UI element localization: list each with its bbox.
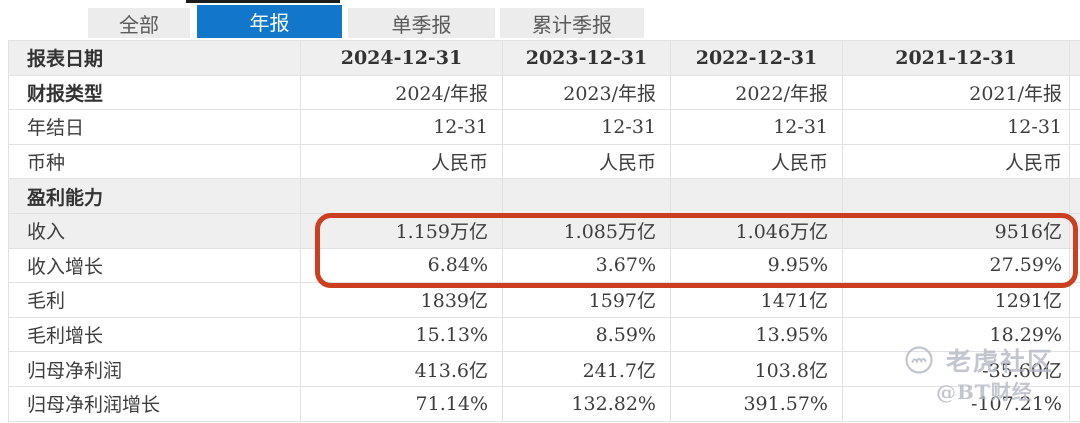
- cut-off-cell: [1069, 212, 1080, 249]
- cut-off-cell: [1069, 247, 1080, 284]
- row-label: 币种: [8, 143, 301, 180]
- cell-value: 人民币: [300, 143, 503, 180]
- cell-value: 241.7亿: [502, 351, 671, 387]
- cell-value: 12-31: [842, 109, 1070, 145]
- cell-value: 1597亿: [502, 282, 671, 318]
- cell-value: 人民币: [502, 143, 671, 180]
- cell-value: 15.13%: [300, 316, 503, 353]
- tab-annual-report[interactable]: 年报: [197, 5, 342, 38]
- row-label: 收入增长: [8, 247, 301, 284]
- row-label: 毛利增长: [8, 316, 301, 353]
- cell-value: 9516亿: [842, 212, 1070, 249]
- cell-value: 2022/年报: [670, 74, 843, 111]
- cell-value: 12-31: [300, 109, 503, 145]
- cell-value: -107.21%: [842, 385, 1070, 422]
- cell-value: 391.57%: [670, 385, 843, 422]
- table-row: 毛利增长 15.13% 8.59% 13.95% 18.29%: [8, 316, 1080, 353]
- cut-off-cell: [1069, 178, 1080, 214]
- cell-value: 103.8亿: [670, 351, 843, 387]
- cell-value: 人民币: [670, 143, 843, 180]
- tab-all[interactable]: 全部: [88, 8, 190, 38]
- table-row: 归母净利润 413.6亿 241.7亿 103.8亿 -35.60亿: [8, 351, 1080, 387]
- cell-value: [502, 178, 671, 214]
- table-row: 年结日 12-31 12-31 12-31 12-31: [8, 109, 1080, 145]
- table-row: 收入 1.159万亿 1.085万亿 1.046万亿 9516亿: [8, 212, 1080, 249]
- top-edge-line: [186, 0, 340, 3]
- cut-off-cell: [1069, 143, 1080, 180]
- cell-value: 8.59%: [502, 316, 671, 353]
- cell-value: 3.67%: [502, 247, 671, 284]
- table-row: 毛利 1839亿 1597亿 1471亿 1291亿: [8, 282, 1080, 318]
- row-label: 收入: [8, 212, 301, 249]
- cell-value: 1.085万亿: [502, 212, 671, 249]
- row-label: 归母净利润增长: [8, 385, 301, 422]
- cell-value: [842, 178, 1070, 214]
- table-row: 收入增长 6.84% 3.67% 9.95% 27.59%: [8, 247, 1080, 284]
- cell-value: 2022-12-31: [670, 40, 843, 76]
- cell-value: 13.95%: [670, 316, 843, 353]
- cell-value: 71.14%: [300, 385, 503, 422]
- row-label: 报表日期: [8, 40, 301, 76]
- cut-off-cell: [1069, 351, 1080, 387]
- row-label: 归母净利润: [8, 351, 301, 387]
- cut-off-cell: [1069, 40, 1080, 76]
- cell-value: 9.95%: [670, 247, 843, 284]
- cell-value: [670, 178, 843, 214]
- cell-value: 1.046万亿: [670, 212, 843, 249]
- cell-value: 2024-12-31: [300, 40, 503, 76]
- cell-value: 12-31: [502, 109, 671, 145]
- cell-value: 18.29%: [842, 316, 1070, 353]
- cell-value: 27.59%: [842, 247, 1070, 284]
- cut-off-cell: [1069, 74, 1080, 111]
- cut-off-cell: [1069, 385, 1080, 422]
- cell-value: 2021/年报: [842, 74, 1070, 111]
- cell-value: 人民币: [842, 143, 1070, 180]
- cell-value: 2023-12-31: [502, 40, 671, 76]
- row-label: 年结日: [8, 109, 301, 145]
- cell-value: 132.82%: [502, 385, 671, 422]
- cut-off-cell: [1069, 316, 1080, 353]
- cell-value: 1471亿: [670, 282, 843, 318]
- cut-off-cell: [1069, 282, 1080, 318]
- cut-off-cell: [1069, 109, 1080, 145]
- row-label: 毛利: [8, 282, 301, 318]
- table-row: 归母净利润增长 71.14% 132.82% 391.57% -107.21%: [8, 385, 1080, 422]
- financial-table: 报表日期 2024-12-31 2023-12-31 2022-12-31 2021-1…: [8, 40, 1080, 422]
- cell-value: 413.6亿: [300, 351, 503, 387]
- cell-value: 1839亿: [300, 282, 503, 318]
- table-row: 盈利能力: [8, 178, 1080, 214]
- row-label: 财报类型: [8, 74, 301, 111]
- table-row: 财报类型 2024/年报 2023/年报 2022/年报 2021/年报: [8, 74, 1080, 111]
- tab-single-quarter-report[interactable]: 单季报: [348, 8, 495, 38]
- cell-value: 2021-12-31: [842, 40, 1070, 76]
- cell-value: 6.84%: [300, 247, 503, 284]
- financial-table-body: 报表日期 2024-12-31 2023-12-31 2022-12-31 2021-1…: [8, 40, 1080, 422]
- cell-value: 12-31: [670, 109, 843, 145]
- row-label: 盈利能力: [8, 178, 301, 214]
- tab-cumulative-quarter-report[interactable]: 累计季报: [500, 8, 644, 38]
- cell-value: 1.159万亿: [300, 212, 503, 249]
- cell-value: -35.60亿: [842, 351, 1070, 387]
- cell-value: 2024/年报: [300, 74, 503, 111]
- table-row: 币种 人民币 人民币 人民币 人民币: [8, 143, 1080, 180]
- table-row: 报表日期 2024-12-31 2023-12-31 2022-12-31 2021-1…: [8, 40, 1080, 76]
- cell-value: [300, 178, 503, 214]
- cell-value: 2023/年报: [502, 74, 671, 111]
- cell-value: 1291亿: [842, 282, 1070, 318]
